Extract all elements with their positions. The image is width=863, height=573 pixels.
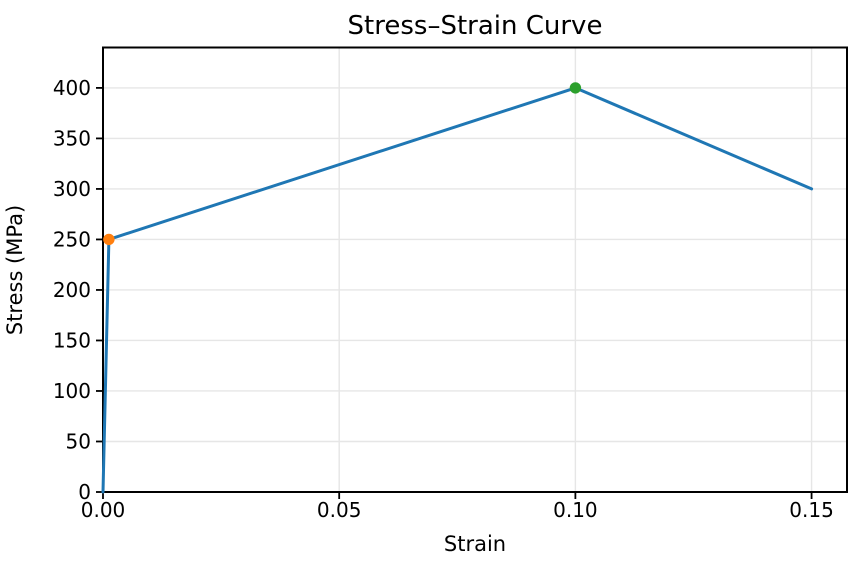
tick-labels: 0.00 0.05 0.10 0.15 0 50 100 150 200 250 300 350 400	[53, 76, 834, 522]
y-tick-label: 50	[66, 429, 91, 453]
chart-title: Stress–Strain Curve	[348, 11, 603, 41]
stress-strain-line	[101, 86, 814, 494]
axes-box	[102, 46, 848, 493]
x-tick-label: 0.10	[553, 498, 598, 522]
x-tick-label: 0.15	[789, 498, 834, 522]
y-tick-label: 200	[53, 278, 91, 302]
y-tick-label: 100	[53, 379, 91, 403]
x-axis-label: Strain	[444, 532, 506, 556]
data-markers	[103, 82, 582, 246]
yield-point-marker	[103, 233, 115, 246]
y-axis-label: Stress (MPa)	[3, 205, 27, 335]
ultimate-tensile-point-marker	[569, 82, 582, 94]
y-tick-label: 350	[53, 126, 91, 150]
axis-ticks	[96, 87, 813, 499]
x-tick-label: 0.05	[317, 498, 362, 522]
grid-lines	[102, 47, 847, 493]
y-tick-label: 0	[78, 480, 91, 504]
x-tick-label: 0.00	[81, 498, 126, 522]
y-tick-label: 150	[53, 328, 91, 352]
y-tick-label: 300	[53, 177, 91, 201]
y-tick-label: 250	[53, 227, 91, 251]
y-tick-label: 400	[53, 76, 91, 100]
